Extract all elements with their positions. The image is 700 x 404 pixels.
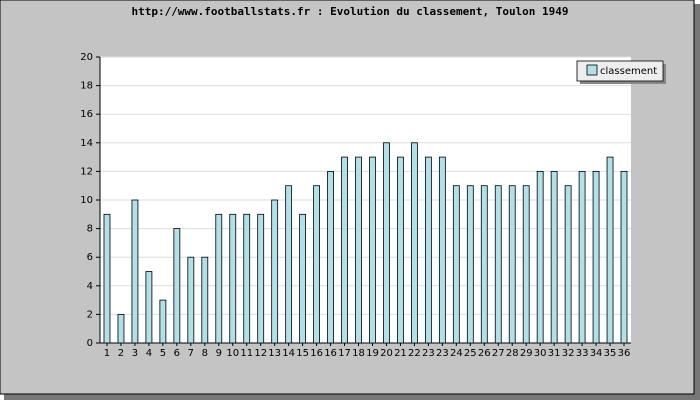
y-tick-label: 2 (87, 309, 93, 320)
bar (327, 170, 334, 344)
bar (369, 156, 376, 344)
y-tick-label: 12 (80, 166, 93, 177)
x-tick-label: 1 (104, 348, 110, 359)
x-tick-label: 4 (146, 348, 152, 359)
chart-title: http://www.footballstats.fr : Evolution … (131, 5, 568, 18)
bar (578, 170, 586, 344)
x-tick-label: 31 (548, 348, 561, 359)
x-tick-label: 22 (408, 348, 421, 359)
bar (466, 185, 474, 344)
bar (536, 170, 544, 344)
y-tick-label: 6 (87, 252, 93, 263)
bar (229, 213, 237, 344)
x-tick-label: 11 (240, 348, 253, 359)
bar (173, 228, 181, 344)
x-tick-label: 3 (132, 348, 138, 359)
x-tick-label: 32 (562, 348, 575, 359)
x-tick-label: 8 (202, 348, 208, 359)
bar (201, 256, 209, 344)
x-tick-label: 19 (366, 348, 379, 359)
x-tick-label: 29 (520, 348, 533, 359)
x-tick-label: 24 (450, 348, 463, 359)
y-tick-label: 0 (87, 338, 93, 349)
bar (452, 185, 460, 344)
bar (564, 185, 572, 344)
x-tick-label: 2 (118, 348, 124, 359)
bar (117, 313, 125, 344)
bar (550, 170, 558, 344)
bar (103, 213, 111, 344)
x-tick-label: 35 (604, 348, 617, 359)
bar (606, 156, 614, 344)
bar (159, 299, 167, 344)
legend-box (576, 60, 664, 82)
legend-label: classement (600, 66, 657, 77)
y-tick-label: 20 (80, 52, 93, 63)
x-tick-label: 27 (492, 348, 505, 359)
bar (299, 213, 307, 344)
bar (285, 185, 293, 344)
y-tick-label: 14 (80, 138, 93, 149)
x-tick-label: 33 (576, 348, 589, 359)
x-tick-label: 34 (590, 348, 603, 359)
bar (243, 213, 251, 344)
bar (508, 185, 516, 344)
y-tick-label: 18 (80, 81, 93, 92)
bar (480, 185, 488, 344)
bar (145, 271, 153, 344)
bar (271, 199, 279, 344)
legend-swatch (586, 64, 598, 76)
bar (522, 185, 530, 344)
y-tick-label: 4 (87, 281, 93, 292)
bar (187, 256, 195, 344)
y-tick-label: 16 (80, 109, 93, 120)
bar (257, 213, 265, 344)
bar (131, 199, 139, 344)
bar (620, 170, 628, 344)
x-tick-label: 26 (478, 348, 491, 359)
x-tick-label: 20 (380, 348, 393, 359)
bar (424, 156, 432, 344)
bar (341, 156, 348, 344)
y-tick-label: 8 (87, 224, 93, 235)
x-tick-label: 16 (324, 348, 337, 359)
x-tick-label: 18 (352, 348, 365, 359)
bar (215, 213, 223, 344)
x-tick-label: 14 (282, 348, 295, 359)
bar (592, 170, 600, 344)
bar (383, 142, 390, 344)
x-tick-label: 5 (160, 348, 166, 359)
x-tick-label: 23 (422, 348, 435, 359)
bar (397, 156, 404, 344)
x-tick-label: 17 (338, 348, 351, 359)
x-tick-label: 13 (268, 348, 281, 359)
x-tick-label: 10 (226, 348, 239, 359)
x-tick-label: 16 (310, 348, 323, 359)
x-tick-label: 36 (618, 348, 631, 359)
x-tick-label: 30 (534, 348, 547, 359)
x-tick-label: 7 (188, 348, 194, 359)
x-tick-label: 6 (174, 348, 180, 359)
x-tick-label: 25 (464, 348, 477, 359)
bar (355, 156, 362, 344)
x-tick-label: 23 (436, 348, 449, 359)
x-tick-label: 9 (216, 348, 222, 359)
bar (411, 142, 418, 344)
bar (494, 185, 502, 344)
y-tick-label: 10 (80, 195, 93, 206)
x-tick-label: 15 (296, 348, 309, 359)
x-tick-label: 21 (394, 348, 407, 359)
x-tick-label: 28 (506, 348, 519, 359)
bar (438, 156, 446, 344)
x-tick-label: 12 (254, 348, 267, 359)
bar (313, 185, 320, 344)
